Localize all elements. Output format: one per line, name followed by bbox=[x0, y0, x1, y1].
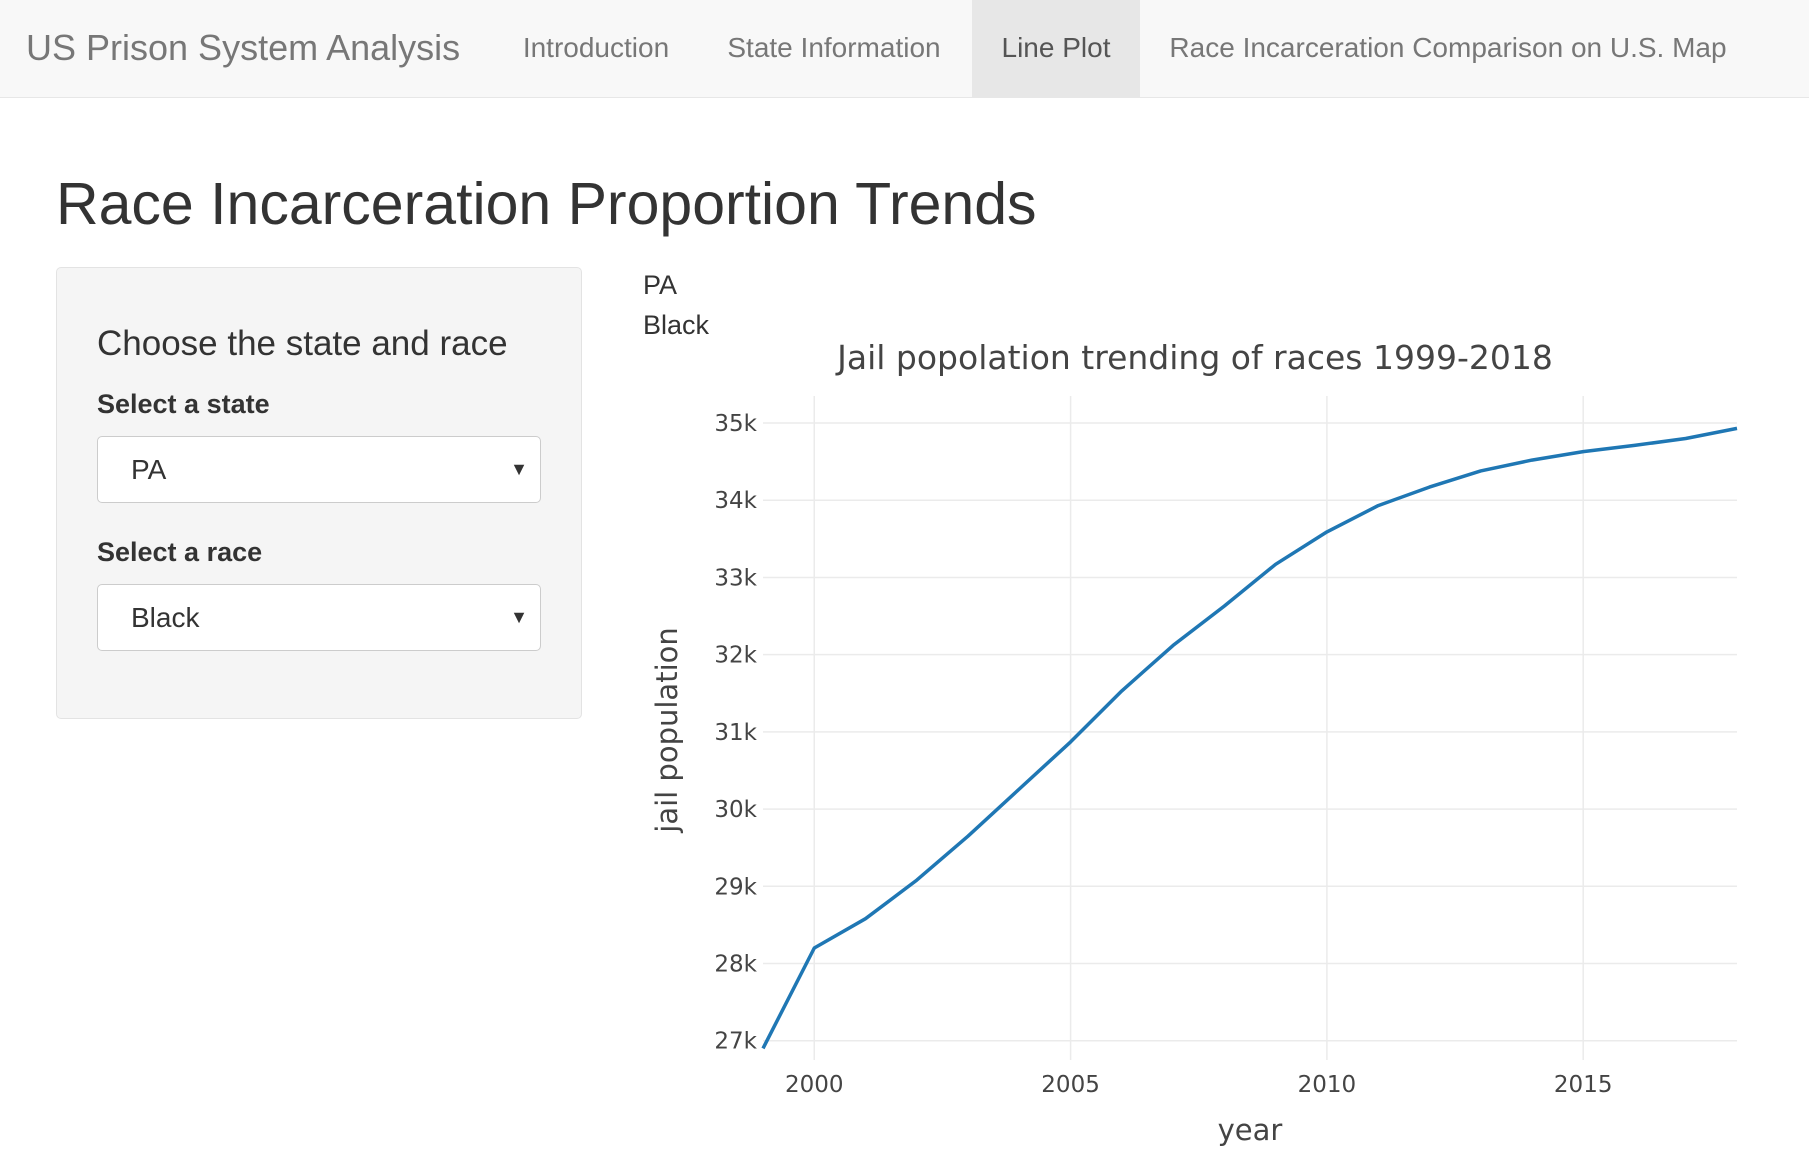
x-axis-label: year bbox=[1218, 1113, 1283, 1147]
x-tick-label: 2015 bbox=[1554, 1072, 1613, 1098]
navbar-brand[interactable]: US Prison System Analysis bbox=[26, 27, 461, 68]
state-select[interactable]: PA ▼ bbox=[97, 436, 541, 503]
x-tick-label: 2005 bbox=[1041, 1072, 1100, 1098]
y-tick-label: 35k bbox=[714, 411, 757, 437]
y-tick-label: 33k bbox=[714, 565, 757, 591]
sidebar-panel: Choose the state and race Select a state… bbox=[56, 267, 582, 719]
race-select-label: Select a race bbox=[97, 537, 263, 567]
chevron-down-icon: ▼ bbox=[510, 607, 528, 627]
tab-race-map[interactable]: Race Incarceration Comparison on U.S. Ma… bbox=[1169, 32, 1727, 63]
x-tick-label: 2010 bbox=[1298, 1072, 1357, 1098]
y-tick-label: 29k bbox=[714, 874, 757, 900]
y-tick-label: 28k bbox=[714, 951, 757, 977]
selected-state-output: PA bbox=[643, 270, 678, 300]
y-tick-label: 32k bbox=[714, 643, 757, 669]
selected-race-output: Black bbox=[643, 310, 710, 340]
page-title: Race Incarceration Proportion Trends bbox=[56, 171, 1037, 237]
line-chart: 2000 2005 2010 2015 27k 28k 29k 30k 31k 32k 33k 34k… bbox=[650, 338, 1738, 1147]
chart-title: Jail popolation trending of races 1999-2… bbox=[835, 338, 1553, 377]
x-tick-label: 2000 bbox=[785, 1072, 844, 1098]
tab-state-information[interactable]: State Information bbox=[727, 32, 941, 63]
state-select-label: Select a state bbox=[97, 389, 270, 419]
navbar: US Prison System Analysis Introduction S… bbox=[0, 0, 1809, 98]
chevron-down-icon: ▼ bbox=[510, 459, 528, 479]
y-tick-label: 31k bbox=[714, 720, 757, 746]
race-select-value: Black bbox=[131, 602, 200, 633]
sidebar-heading: Choose the state and race bbox=[97, 324, 508, 363]
tab-line-plot[interactable]: Line Plot bbox=[972, 0, 1140, 97]
y-tick-label: 27k bbox=[714, 1029, 757, 1055]
series-line bbox=[761, 426, 1738, 1050]
race-select[interactable]: Black ▼ bbox=[97, 584, 541, 651]
tab-introduction[interactable]: Introduction bbox=[522, 32, 670, 63]
y-tick-label: 30k bbox=[714, 797, 757, 823]
y-axis-label: jail population bbox=[650, 627, 684, 833]
y-tick-label: 34k bbox=[714, 488, 757, 514]
state-select-value: PA bbox=[131, 454, 167, 485]
